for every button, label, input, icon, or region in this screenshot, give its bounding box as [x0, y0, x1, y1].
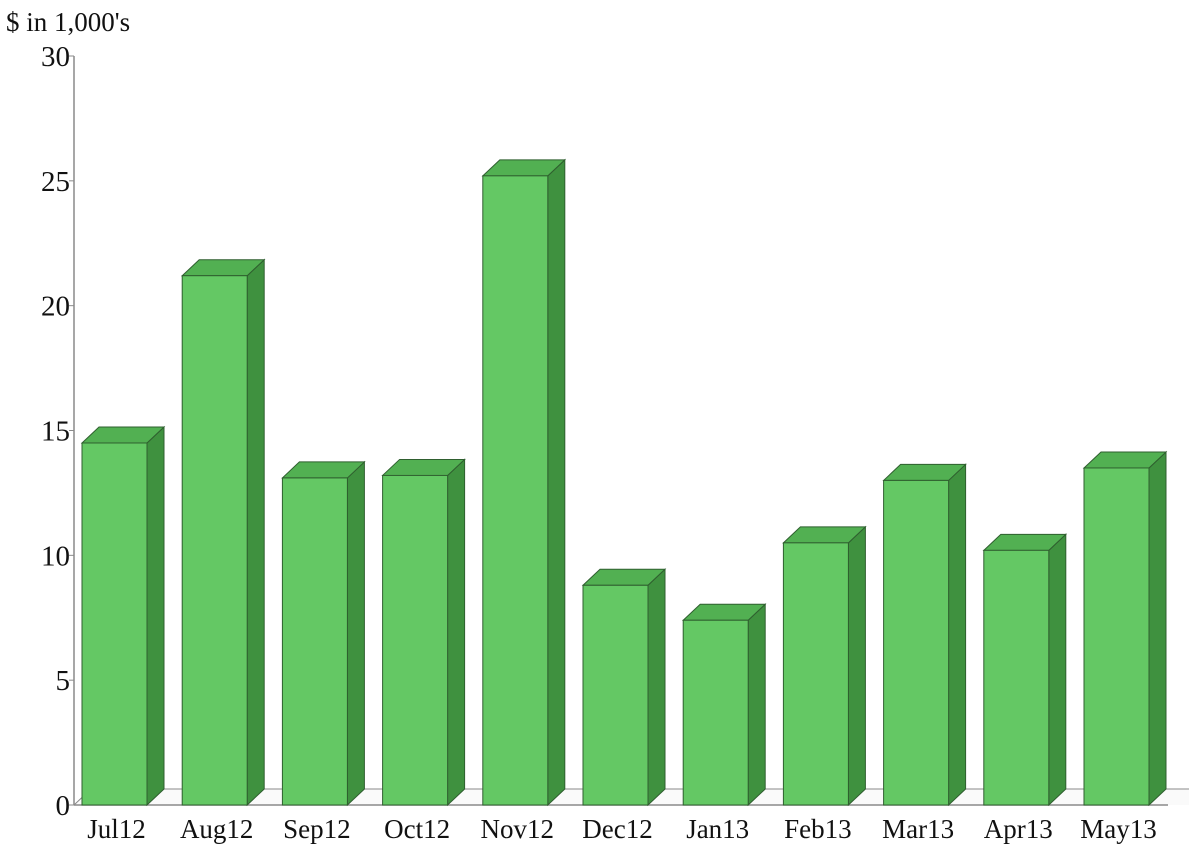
y-tick-label: 15 — [41, 416, 70, 448]
bar-front — [682, 619, 749, 806]
bar-front — [582, 584, 649, 806]
bar-side — [1148, 450, 1167, 807]
y-tick-label: 25 — [41, 166, 70, 198]
bar-side — [346, 460, 365, 807]
bar — [882, 463, 967, 807]
x-tick-label: Mar13 — [882, 814, 954, 844]
y-tick-label: 30 — [41, 41, 70, 73]
x-tick-label: Sep12 — [283, 814, 351, 844]
x-tick-label: Apr13 — [984, 814, 1053, 844]
bar-front — [181, 275, 248, 806]
bar — [982, 533, 1068, 807]
bar-side — [1048, 533, 1067, 807]
bar — [80, 425, 166, 807]
y-axis-label: $ in 1,000's — [6, 7, 130, 37]
bar — [782, 525, 867, 807]
x-tick-label: Jul12 — [87, 814, 146, 844]
bar-side — [547, 158, 566, 807]
x-tick-labels: Jul12 Aug12 Sep12 Oct12 Nov12 Dec12 Jan13 Feb13… — [87, 814, 1157, 844]
bar — [681, 603, 767, 807]
x-tick-label: Aug12 — [180, 814, 254, 844]
x-tick-label: Jan13 — [686, 814, 749, 844]
y-tick-labels: 0 5 10 15 20 25 30 — [41, 41, 74, 822]
x-tick-label: May13 — [1080, 814, 1157, 844]
y-tick-label: 20 — [41, 291, 70, 323]
bar — [581, 568, 667, 807]
bar-front — [482, 175, 549, 806]
y-tick-label: 5 — [56, 665, 71, 697]
bar-front — [782, 542, 849, 806]
x-tick-label: Feb13 — [784, 814, 852, 844]
bar-side — [647, 568, 666, 807]
bar-front — [81, 442, 148, 806]
x-tick-label: Oct12 — [384, 814, 450, 844]
bar — [281, 460, 366, 807]
bar-side — [447, 458, 466, 807]
bar-front — [281, 477, 348, 806]
bar-front — [382, 474, 449, 806]
bar-side — [948, 463, 967, 807]
bar-front — [983, 549, 1050, 806]
bar — [381, 458, 466, 807]
x-tick-label: Nov12 — [481, 814, 555, 844]
bar-front — [1083, 467, 1150, 806]
bar — [1082, 450, 1168, 807]
x-tick-label: Dec12 — [582, 814, 652, 844]
bar — [481, 158, 567, 807]
bar-front — [883, 479, 950, 806]
bar-side — [146, 425, 165, 807]
y-tick-label: 0 — [56, 790, 71, 822]
bar-side — [747, 603, 766, 807]
bar-side — [246, 258, 265, 807]
bar — [180, 258, 266, 807]
bar-side — [847, 525, 866, 807]
bars — [80, 158, 1168, 807]
y-tick-label: 10 — [41, 540, 70, 572]
